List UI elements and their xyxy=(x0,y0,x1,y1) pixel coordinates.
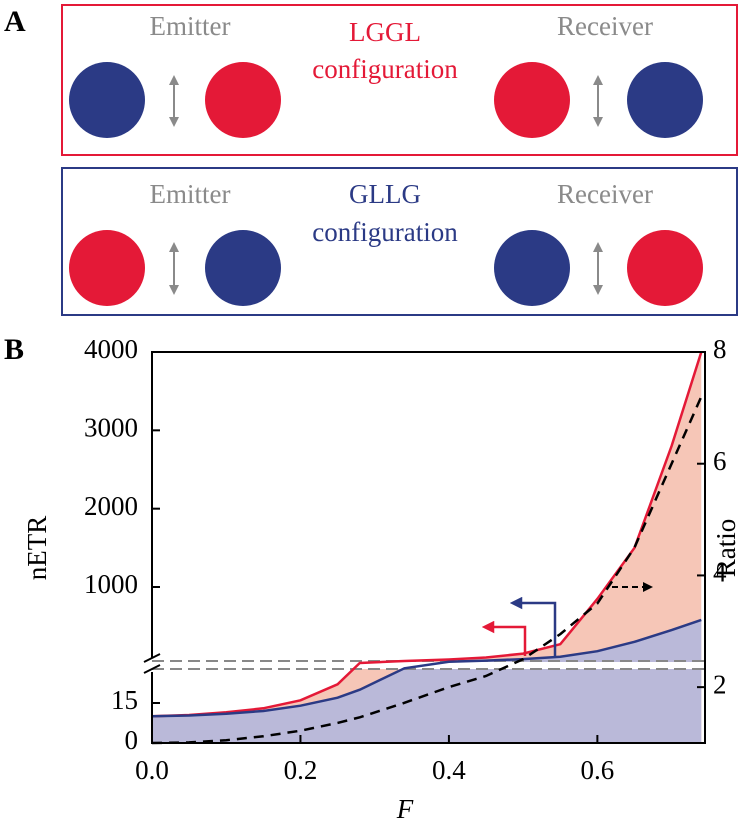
dot xyxy=(494,230,570,306)
y-tick-label: 0 xyxy=(125,725,139,755)
y-tick-label: 15 xyxy=(111,685,138,715)
y2-tick-label: 4 xyxy=(713,558,727,588)
area-fill xyxy=(152,619,702,743)
axis-arrow xyxy=(509,596,557,658)
area-layer xyxy=(152,352,702,743)
config-box xyxy=(61,4,738,156)
receiver-label: Receiver xyxy=(557,11,653,41)
config-title: GLLG xyxy=(349,179,421,209)
y2-tick-label: 8 xyxy=(713,334,727,364)
panel-label: A xyxy=(4,5,26,38)
y-tick-label: 3000 xyxy=(84,413,138,443)
y2-tick-label: 2 xyxy=(713,669,727,699)
config-box xyxy=(61,167,738,316)
data-line xyxy=(151,396,703,745)
y2-tick-label: 6 xyxy=(713,446,727,476)
axis-arrow xyxy=(481,620,527,656)
receiver-label: Receiver xyxy=(557,179,653,209)
area-fill xyxy=(152,352,702,743)
dot xyxy=(205,230,281,306)
x-tick-label: 0.4 xyxy=(432,755,466,785)
y-tick-label: 4000 xyxy=(84,334,138,364)
axis-layer: 0.0 0.2 0.4 0.6 0 15 1000 2000 3000 4000 2 4 6 8 xyxy=(84,334,727,785)
y2-axis-title: Ratio xyxy=(711,519,741,578)
line-layer xyxy=(151,351,703,745)
frame xyxy=(143,351,706,744)
x-tick-label: 0.0 xyxy=(135,755,169,785)
x-tick-label: 0.6 xyxy=(580,755,614,785)
dot xyxy=(494,62,570,138)
y-tick-label: 2000 xyxy=(84,491,138,521)
dot xyxy=(627,230,703,306)
config-title: configuration xyxy=(312,54,458,84)
dot xyxy=(205,62,281,138)
emitter-label: Emitter xyxy=(150,179,231,209)
emitter-label: Emitter xyxy=(150,11,231,41)
config-title: LGGL xyxy=(349,17,421,47)
dot xyxy=(69,62,145,138)
x-axis-title: F xyxy=(396,794,414,824)
y-axis-title: nETR xyxy=(22,516,52,581)
panel-label: B xyxy=(4,333,24,366)
x-tick-label: 0.2 xyxy=(284,755,318,785)
y-tick-label: 1000 xyxy=(84,569,138,599)
config-title: configuration xyxy=(312,217,458,247)
dot xyxy=(627,62,703,138)
data-line xyxy=(151,618,702,718)
dot xyxy=(69,230,145,306)
